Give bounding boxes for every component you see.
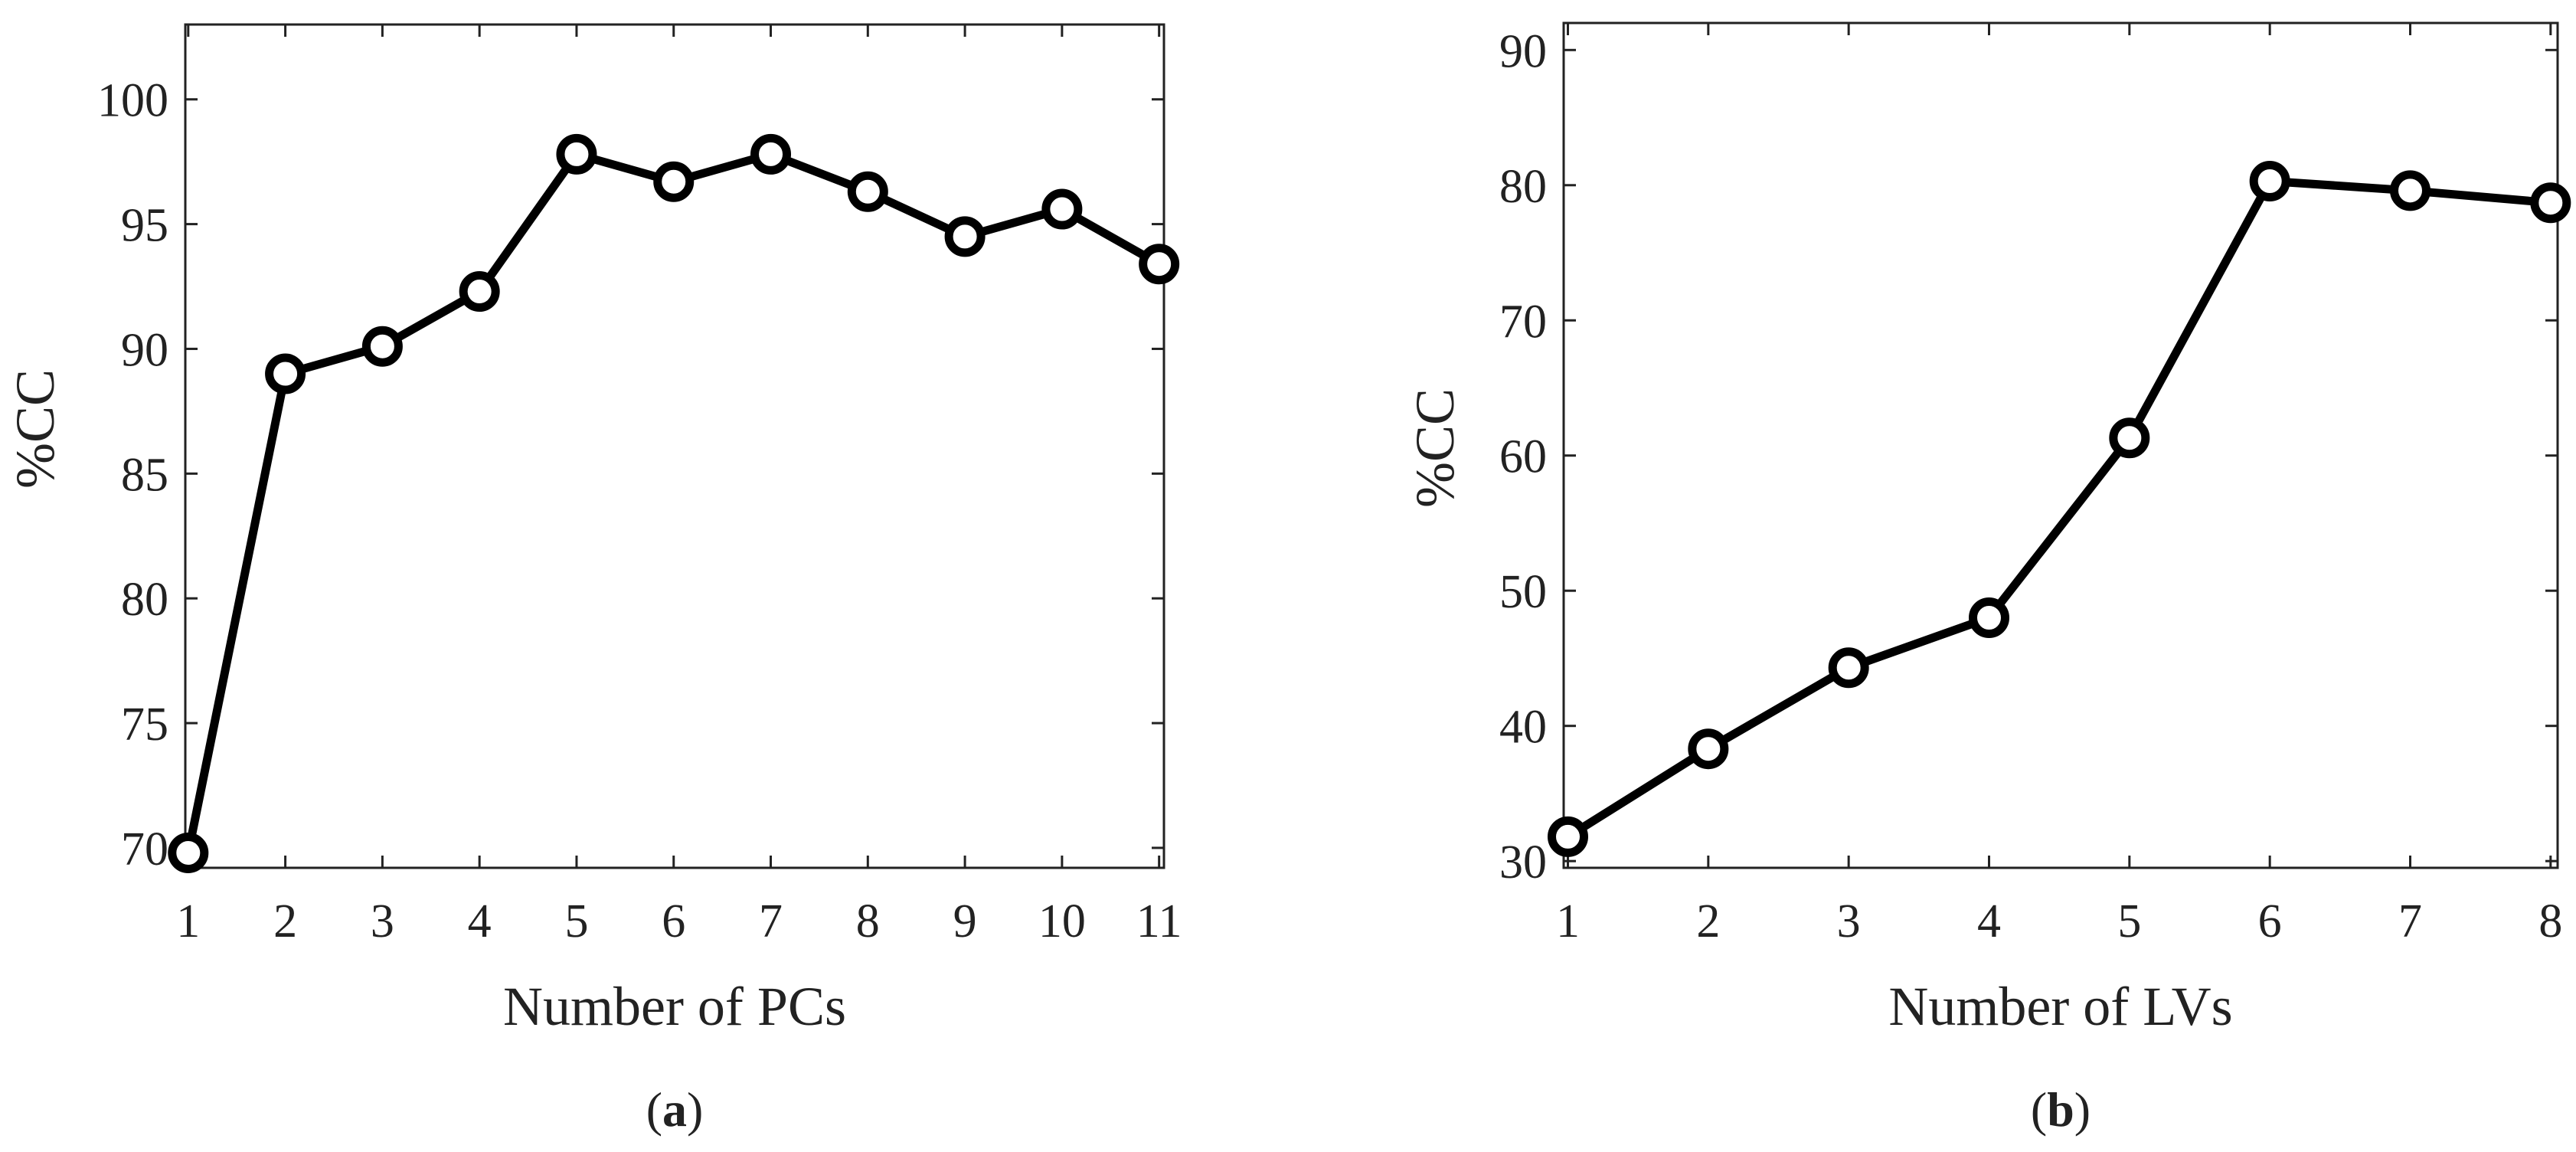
x-tick-label: 5 bbox=[2117, 895, 2141, 947]
data-point-marker bbox=[265, 353, 306, 394]
x-tick-label: 6 bbox=[2258, 895, 2282, 947]
data-point-marker bbox=[2109, 417, 2150, 459]
data-point-marker bbox=[944, 216, 986, 257]
panel-label: (b) bbox=[2031, 1082, 2091, 1137]
data-point-marker bbox=[361, 326, 403, 367]
y-tick-label: 50 bbox=[1499, 566, 1547, 618]
x-tick-label: 7 bbox=[2398, 895, 2422, 947]
y-axis-label: %CC bbox=[1404, 388, 1466, 508]
y-axis-label: %CC bbox=[5, 369, 66, 489]
x-tick-label: 5 bbox=[564, 895, 588, 947]
data-point-marker bbox=[1139, 244, 1180, 285]
y-tick-label: 100 bbox=[97, 75, 168, 127]
data-point-marker bbox=[750, 133, 792, 175]
data-point-marker bbox=[1828, 647, 1869, 689]
x-tick-label: 1 bbox=[1556, 895, 1580, 947]
x-tick-label: 7 bbox=[759, 895, 783, 947]
x-tick-label: 10 bbox=[1038, 895, 1086, 947]
y-tick-label: 30 bbox=[1499, 836, 1547, 889]
x-tick-label: 11 bbox=[1136, 895, 1182, 947]
y-tick-label: 80 bbox=[121, 574, 168, 626]
y-tick-label: 85 bbox=[121, 449, 168, 501]
y-tick-label: 75 bbox=[121, 699, 168, 751]
data-point-marker bbox=[1041, 188, 1083, 230]
y-tick-label: 90 bbox=[121, 324, 168, 376]
x-tick-label: 2 bbox=[273, 895, 297, 947]
y-tick-label: 95 bbox=[121, 200, 168, 252]
data-point-marker bbox=[2530, 182, 2571, 224]
x-tick-label: 6 bbox=[662, 895, 685, 947]
data-point-marker bbox=[1969, 597, 2009, 639]
y-tick-label: 70 bbox=[1499, 296, 1547, 348]
data-point-marker bbox=[1688, 728, 1729, 770]
data-point-marker bbox=[1548, 816, 1588, 857]
chart-panel-b: 1 2 3 4 5 6 7 8 30 40 50 60 70 80 90 Number of LVs %CC (b… bbox=[1404, 21, 2571, 1137]
x-tick-label: 3 bbox=[1837, 895, 1861, 947]
x-axis-label: Number of LVs bbox=[1888, 976, 2232, 1037]
x-tick-label: 3 bbox=[371, 895, 394, 947]
y-tick-label: 70 bbox=[121, 823, 168, 875]
plot-frame bbox=[1562, 21, 2559, 869]
panel-label-letter: a bbox=[662, 1082, 687, 1137]
x-axis-label: Number of PCs bbox=[503, 976, 846, 1037]
x-tick-label: 4 bbox=[1977, 895, 2001, 947]
y-tick-label: 40 bbox=[1499, 702, 1547, 754]
series-line bbox=[184, 149, 1164, 857]
y-tick-label: 60 bbox=[1499, 431, 1547, 483]
x-tick-label: 8 bbox=[856, 895, 880, 947]
panel-label-letter: b bbox=[2047, 1082, 2074, 1137]
y-tick-label: 90 bbox=[1499, 25, 1547, 77]
data-point-marker bbox=[168, 832, 209, 873]
data-point-marker bbox=[459, 271, 500, 313]
x-tick-label: 8 bbox=[2538, 895, 2562, 947]
y-tick-label: 80 bbox=[1499, 161, 1547, 213]
x-tick-label: 4 bbox=[468, 895, 492, 947]
data-point-marker bbox=[556, 133, 597, 175]
plot-frame bbox=[184, 23, 1165, 869]
x-tick-label: 2 bbox=[1696, 895, 1720, 947]
panel-label: (a) bbox=[646, 1082, 704, 1137]
x-tick-label: 1 bbox=[176, 895, 200, 947]
data-point-marker bbox=[2390, 170, 2431, 211]
data-point-marker bbox=[2249, 160, 2290, 201]
data-point-marker bbox=[847, 171, 888, 212]
data-point-marker bbox=[653, 161, 695, 202]
series-line bbox=[1564, 176, 2555, 841]
chart-panel-a: 1 2 3 4 5 6 7 8 9 10 11 70 75 80 85 90 95 100 Number of PC… bbox=[5, 23, 1182, 1137]
x-tick-label: 9 bbox=[953, 895, 977, 947]
